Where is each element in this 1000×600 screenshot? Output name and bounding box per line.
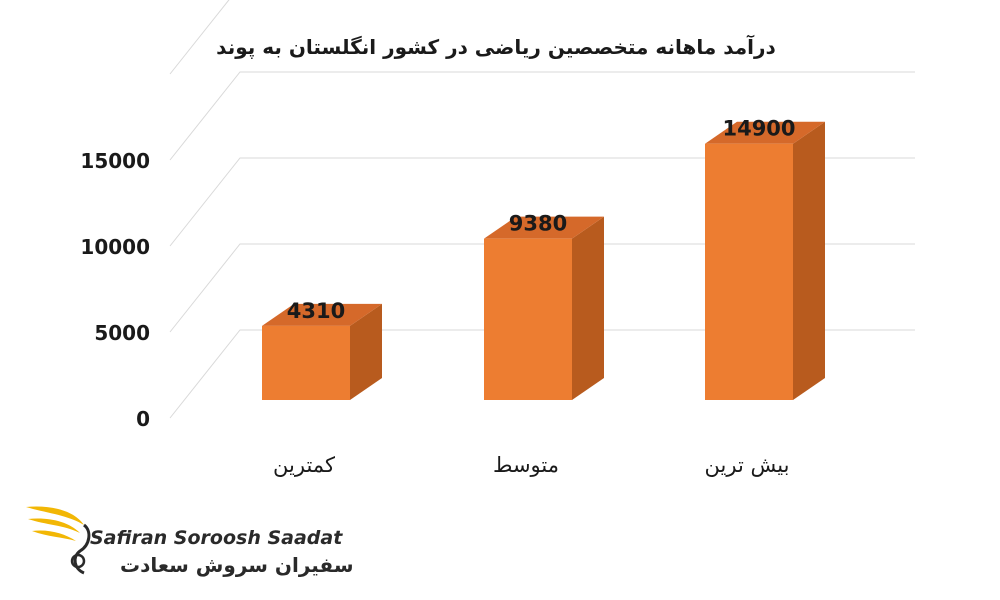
phoenix-wing-icon: [26, 506, 91, 575]
bar-front: [262, 325, 350, 400]
bar-top: [705, 121, 825, 144]
gridline: [169, 329, 915, 419]
bar-top: [484, 216, 604, 239]
category-label: متوسط: [493, 453, 559, 477]
data-label: 9380: [509, 212, 567, 236]
gridline: [169, 0, 230, 75]
category-label: بیش ترین: [705, 453, 790, 477]
data-label: 14900: [722, 117, 795, 141]
brand-logo: Safiran Soroosh Saadat سفیران سروش سعادت: [18, 495, 354, 590]
logo-name-en: Safiran Soroosh Saadat: [90, 527, 343, 549]
bar-2: [705, 121, 825, 400]
bar-1: [484, 216, 604, 400]
data-labels: 4310 9380 14900: [287, 117, 796, 323]
bar-0: [262, 303, 382, 400]
y-axis-ticks: 0 5000 10000 15000: [80, 149, 150, 431]
bar-front: [484, 238, 572, 400]
gridline: [169, 243, 915, 333]
y-tick-label: 15000: [80, 149, 150, 173]
chart-title: درآمد ماهانه متخصصین ریاضی در کشور انگلس…: [216, 34, 776, 60]
bar-side: [350, 303, 382, 400]
gridline: [169, 71, 915, 161]
category-label: کمترین: [273, 453, 335, 477]
y-tick-label: 0: [136, 407, 150, 431]
bar-side: [572, 216, 604, 400]
gridline: [169, 157, 915, 247]
y-tick-label: 5000: [94, 321, 150, 345]
bar-front: [705, 143, 793, 400]
logo-name-fa: سفیران سروش سعادت: [120, 553, 354, 577]
data-label: 4310: [287, 299, 345, 323]
y-tick-label: 10000: [80, 235, 150, 259]
x-axis-categories: کمترین متوسط بیش ترین: [273, 453, 789, 477]
bar-top: [262, 303, 382, 326]
gridlines: [169, 0, 915, 419]
bar-side: [793, 121, 825, 400]
bars: [262, 121, 825, 400]
